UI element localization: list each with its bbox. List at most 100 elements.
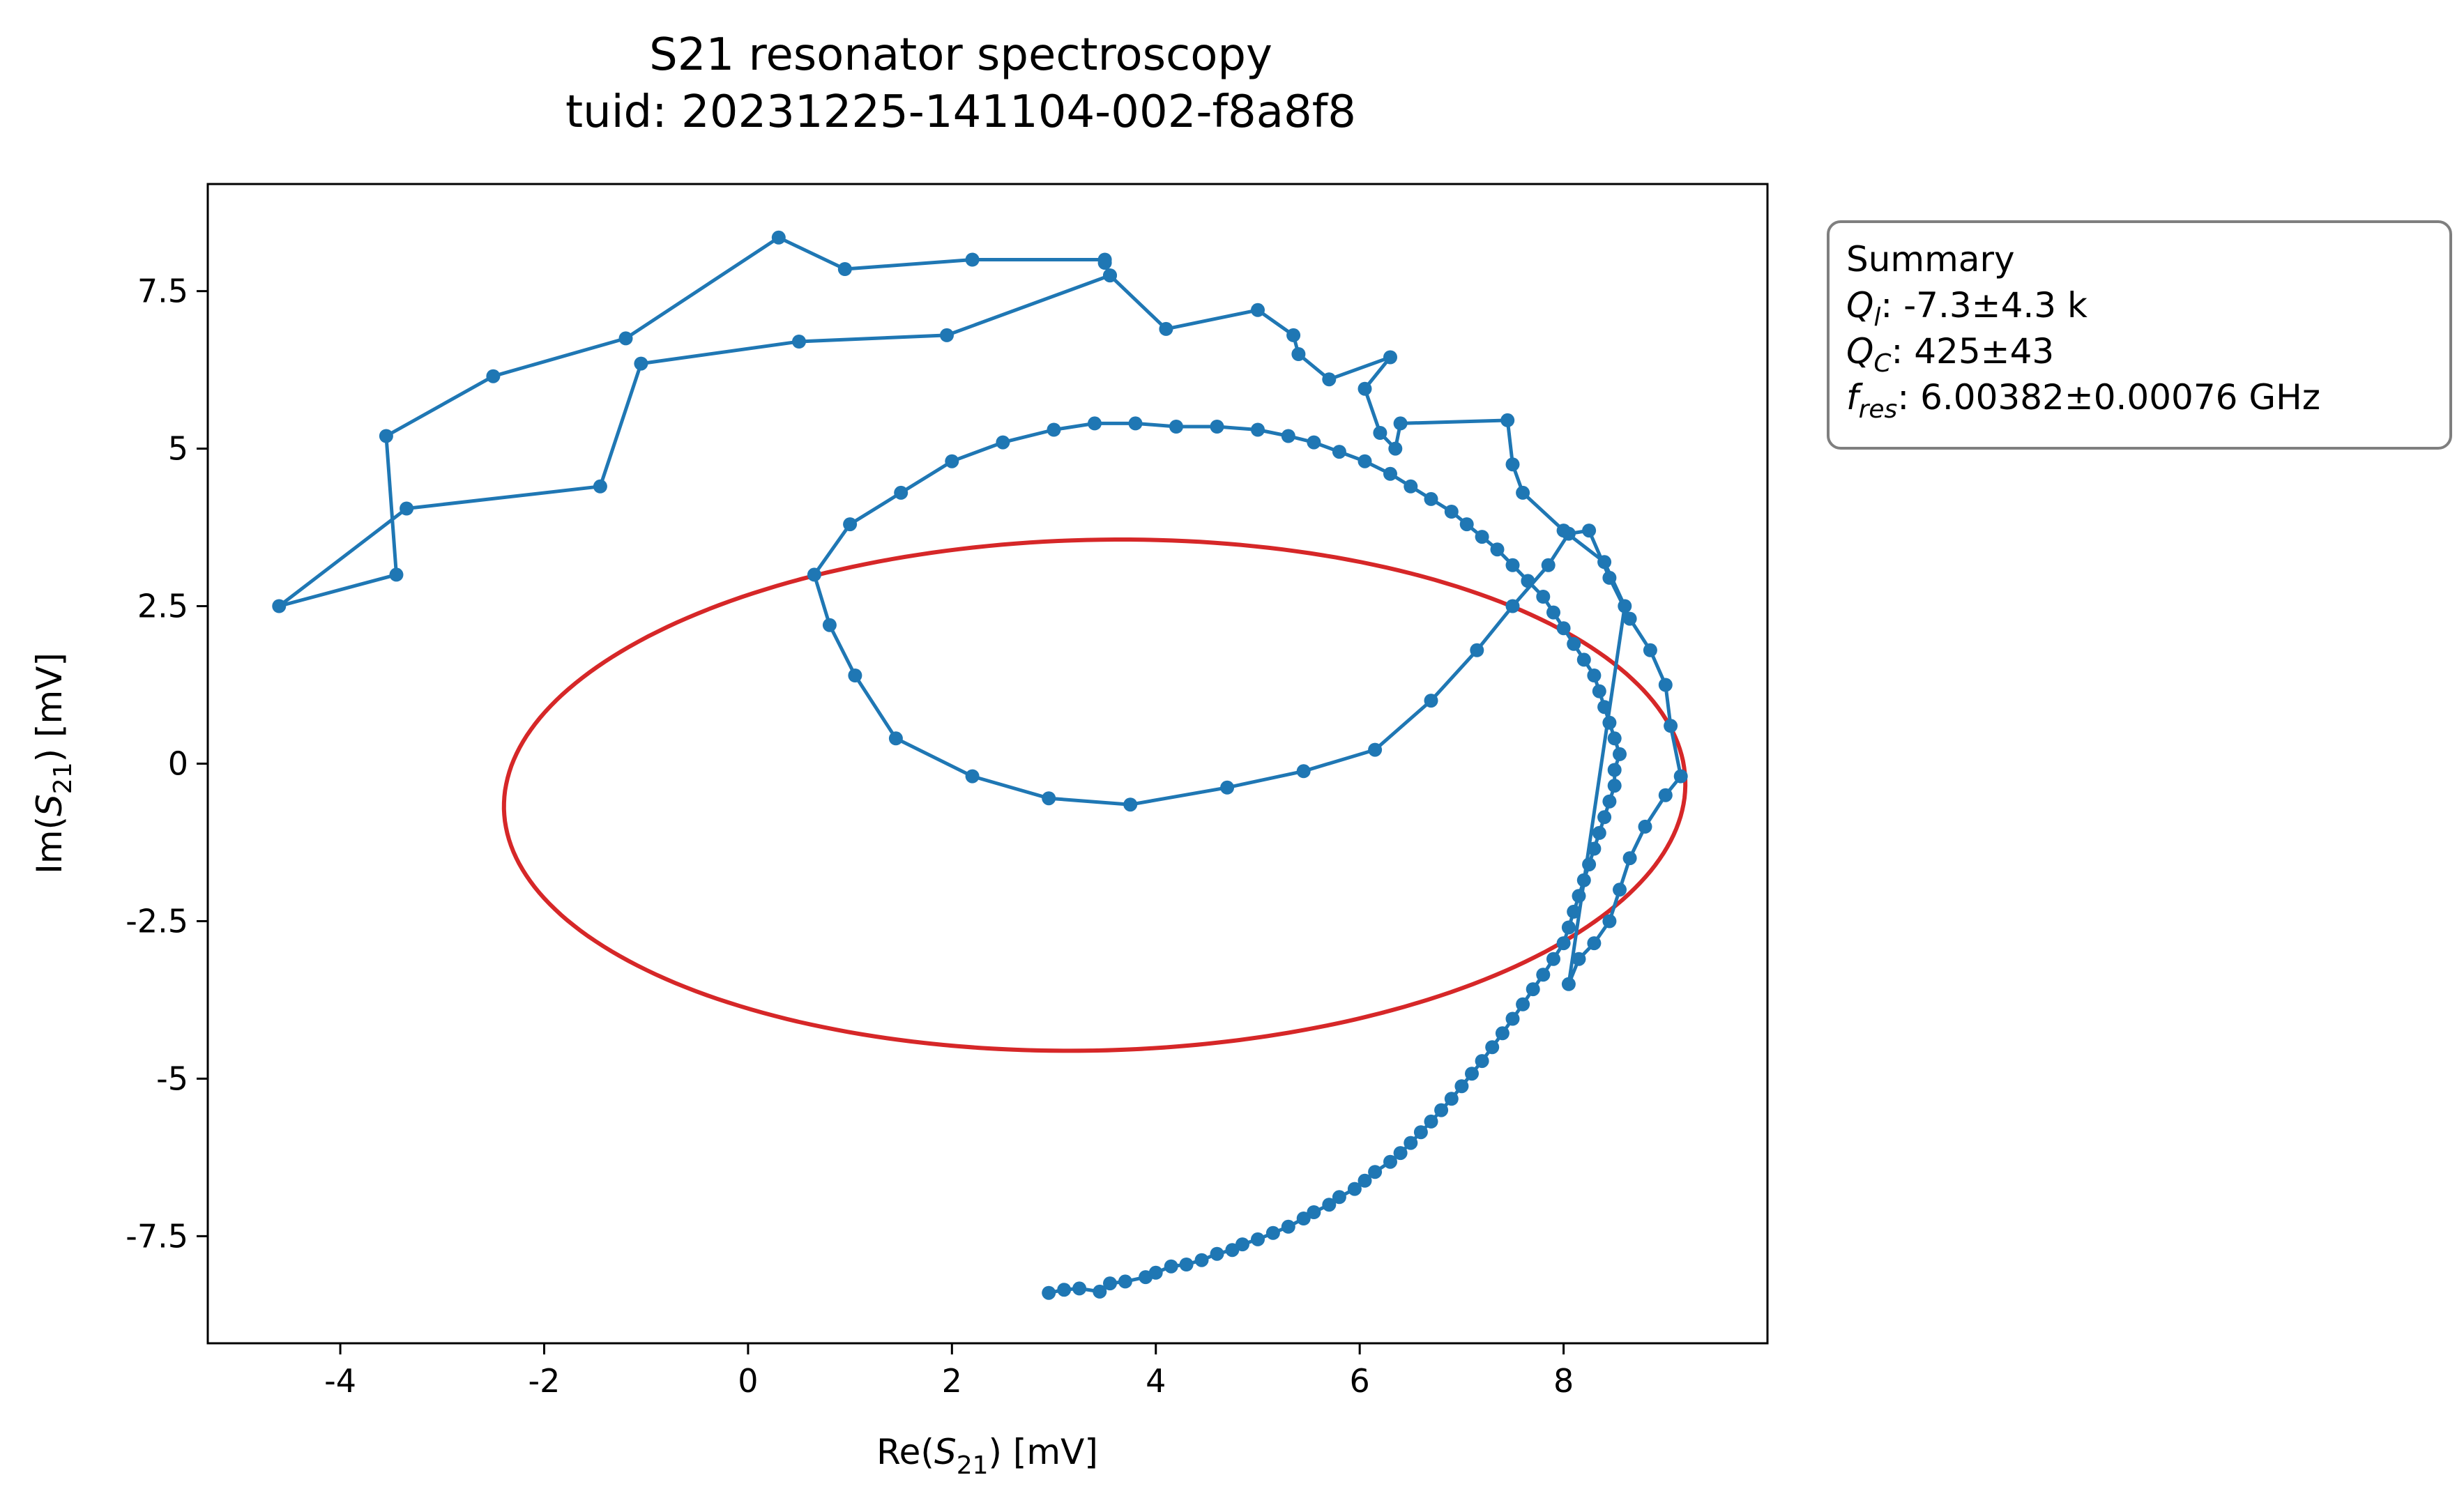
data-point <box>1368 1165 1383 1179</box>
data-point <box>1444 505 1459 519</box>
data-point <box>1235 1237 1249 1252</box>
data-point <box>1296 764 1311 779</box>
data-point <box>1500 413 1515 427</box>
data-point <box>1470 643 1484 657</box>
data-point <box>1413 1125 1428 1140</box>
legend-entry-ql: Ql: -7.3±4.3 k <box>1846 285 2087 332</box>
data-point <box>1220 780 1235 795</box>
data-point <box>1582 857 1597 872</box>
data-point <box>1383 466 1397 481</box>
legend-entry-qc: QC: 425±43 <box>1846 331 2054 378</box>
data-point <box>1118 1274 1132 1289</box>
data-point <box>1042 791 1056 806</box>
data-point <box>1265 1225 1280 1240</box>
data-point <box>1602 570 1617 585</box>
data-point <box>634 356 648 371</box>
summary-legend: Summary Ql: -7.3±4.3 k QC: 425±43 fres: … <box>1827 220 2452 450</box>
data-point <box>1592 825 1606 840</box>
data-point <box>965 252 980 267</box>
data-point <box>1658 678 1673 692</box>
data-point <box>1546 952 1560 966</box>
data-point <box>1347 1182 1362 1196</box>
data-point <box>400 501 414 516</box>
data-point <box>1373 426 1387 440</box>
chart-subtitle: tuid: 20231225-141104-002-f8a8f8 <box>565 86 1356 138</box>
data-point <box>843 517 858 532</box>
data-point <box>1307 435 1321 450</box>
data-point <box>1322 372 1337 387</box>
data-series-group <box>272 230 1688 1300</box>
y-axis-label: Im(S21) [mV] <box>29 652 77 874</box>
x-tick-label: 2 <box>942 1362 962 1400</box>
data-point <box>837 262 852 276</box>
y-tick-label: -2.5 <box>126 902 188 940</box>
y-tick-label: -5 <box>156 1060 188 1097</box>
data-point <box>1383 350 1397 365</box>
data-point <box>1358 381 1372 396</box>
data-point <box>888 731 903 746</box>
x-tick-label: 8 <box>1553 1362 1574 1400</box>
data-point <box>1576 652 1591 667</box>
data-point <box>1556 524 1571 538</box>
data-point <box>1454 1079 1469 1094</box>
data-point <box>1424 694 1438 708</box>
data-point <box>848 669 862 682</box>
data-point <box>1556 621 1571 636</box>
data-point <box>1179 1258 1194 1271</box>
data-point <box>1622 851 1637 866</box>
data-point <box>1607 731 1622 746</box>
data-point <box>1281 1219 1295 1234</box>
data-point <box>807 567 821 582</box>
data-point <box>1587 669 1602 682</box>
data-point <box>1622 611 1637 626</box>
data-point <box>1123 797 1138 812</box>
data-point <box>1597 555 1612 570</box>
data-point <box>1210 420 1224 434</box>
data-point <box>1332 1190 1346 1205</box>
data-point <box>1475 1054 1489 1069</box>
data-point <box>1587 841 1602 856</box>
data-point <box>822 618 837 632</box>
data-point <box>1434 1103 1449 1117</box>
data-point <box>1505 558 1520 572</box>
data-point <box>945 454 959 468</box>
data-point <box>486 369 501 383</box>
data-point <box>1485 1040 1500 1055</box>
data-point <box>1358 454 1372 468</box>
data-point <box>1475 530 1489 544</box>
data-point <box>1459 517 1474 532</box>
data-point <box>1169 420 1183 434</box>
data-point <box>1393 1146 1408 1161</box>
y-tick-label: -7.5 <box>126 1217 188 1255</box>
data-point <box>1490 542 1505 557</box>
data-point <box>1561 920 1576 935</box>
data-point <box>1291 347 1306 361</box>
data-point <box>1592 684 1606 698</box>
data-point <box>1638 819 1652 834</box>
data-point <box>1251 422 1265 437</box>
data-point <box>1424 491 1438 506</box>
legend-title: Summary <box>1846 239 2015 280</box>
data-point <box>1618 599 1632 613</box>
y-tick-label: 2.5 <box>137 588 188 625</box>
data-point <box>1047 422 1061 437</box>
x-tick-label: 0 <box>738 1362 758 1400</box>
legend-box <box>1827 220 2452 450</box>
data-point <box>1541 558 1556 572</box>
x-axis-label: Re(S21) [mV] <box>876 1432 1098 1480</box>
data-point <box>1042 1285 1056 1300</box>
y-tick-label: 5 <box>168 430 188 468</box>
x-tick-label: -4 <box>324 1362 356 1400</box>
data-point <box>1516 485 1530 500</box>
data-point <box>1322 1198 1337 1212</box>
data-point <box>1607 779 1622 793</box>
data-point <box>792 335 806 349</box>
data-point <box>1658 788 1673 802</box>
data-point <box>1536 968 1551 982</box>
data-point <box>1567 636 1581 651</box>
y-tick-label: 7.5 <box>137 273 188 310</box>
data-point <box>1521 574 1535 588</box>
data-point <box>1673 769 1688 784</box>
data-point <box>1556 936 1571 951</box>
data-point <box>1103 1276 1117 1291</box>
